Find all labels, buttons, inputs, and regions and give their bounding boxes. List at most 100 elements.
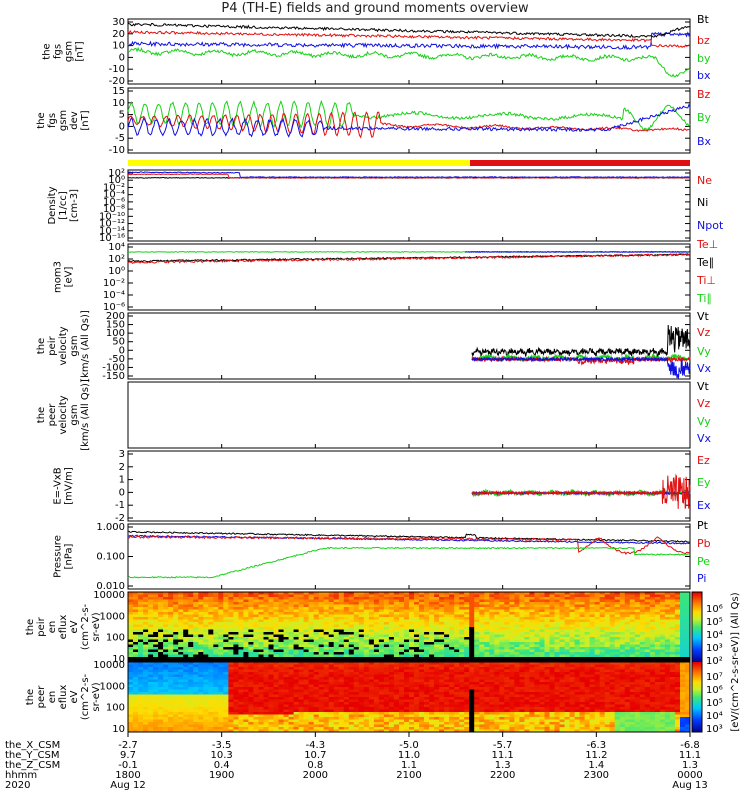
spec-cell [138, 699, 144, 703]
spec-cell [444, 602, 450, 605]
spec-cell [218, 629, 224, 633]
spec-cell [238, 592, 244, 595]
y-tick-label: 10⁴ [108, 242, 125, 253]
spec-cell [168, 652, 174, 655]
spec-cell [263, 664, 269, 668]
y-tick-label: 50 [112, 337, 125, 348]
spec-cell [629, 617, 636, 620]
spec-cell [128, 662, 134, 665]
spec-cell [198, 612, 204, 615]
spec-cell [479, 604, 485, 608]
spec-cell [163, 724, 169, 728]
spec-cell [243, 652, 249, 655]
spec-cell [263, 624, 269, 628]
spec-cell [514, 637, 520, 640]
spec-cell [223, 677, 229, 680]
spec-cell [263, 652, 269, 655]
spec-cell [223, 632, 229, 635]
spec-cell [193, 717, 199, 720]
spec-cell [348, 642, 355, 645]
spec-cell [228, 649, 234, 653]
spec-cell [278, 679, 284, 683]
spec-cell [138, 664, 144, 668]
series-te-perp [127, 253, 691, 265]
spec-cell [138, 634, 144, 638]
spec-cell [168, 704, 174, 708]
spec-cell [479, 637, 485, 640]
spec-cell [298, 629, 304, 633]
spec-cell [594, 649, 601, 653]
spec-cell [313, 672, 320, 675]
spec-cell [138, 624, 144, 628]
spec-cell [358, 727, 365, 730]
spec-cell [604, 654, 611, 658]
spec-cell [153, 604, 159, 608]
spec-cell [609, 639, 616, 643]
spec-cell [323, 724, 330, 728]
spec-cell [238, 722, 244, 725]
spec-cell [313, 607, 320, 610]
spec-cell [298, 602, 304, 605]
spec-cell [634, 649, 641, 653]
y-axis-label: velocity [58, 395, 69, 434]
spec-cell [479, 654, 485, 658]
spec-cell [373, 719, 380, 723]
spec-cell [318, 672, 325, 675]
spec-cell [579, 634, 585, 638]
spec-cell [388, 672, 395, 675]
spec-cell [198, 677, 204, 680]
spec-cell [439, 604, 445, 608]
spec-cell [574, 624, 580, 628]
spec-cell [373, 637, 380, 640]
spec-cell [263, 727, 269, 730]
spec-cell [228, 707, 234, 710]
series-bx [127, 31, 691, 51]
spec-cell [213, 707, 219, 710]
spec-cell [158, 692, 164, 695]
spec-cell [173, 707, 179, 710]
spec-cell [268, 637, 274, 640]
spec-cell [168, 729, 174, 733]
spec-cell [378, 682, 385, 685]
spec-cell [484, 659, 490, 663]
spec-cell [388, 637, 395, 640]
spec-cell [128, 694, 134, 698]
spec-cell [178, 687, 184, 690]
spec-cell [253, 674, 259, 678]
spec-cell [353, 594, 360, 598]
spec-cell [664, 602, 671, 605]
spec-cell [158, 719, 164, 723]
spec-cell [464, 634, 470, 638]
spec-cell [273, 609, 279, 613]
spec-cell [685, 657, 691, 660]
spec-cell [213, 727, 219, 730]
spec-cell [303, 692, 309, 695]
spec-cell [163, 627, 169, 630]
spec-cell [238, 694, 244, 698]
spec-cell [143, 619, 149, 623]
spec-cell [589, 604, 595, 608]
spec-cell [208, 629, 214, 633]
spec-cell [489, 624, 495, 628]
spec-cell [248, 654, 254, 658]
spec-cell [348, 684, 355, 688]
spec-cell [308, 659, 314, 663]
spec-cell [193, 669, 199, 673]
y-tick-label: 10⁻⁸ [103, 204, 125, 215]
spec-cell [343, 612, 350, 615]
spec-cell [163, 662, 169, 665]
spec-cell [619, 657, 626, 660]
spec-cell [203, 712, 209, 715]
y-axis-label: gsm [58, 110, 69, 131]
spec-cell [338, 712, 345, 715]
spec-cell [464, 607, 470, 610]
spec-cell [253, 634, 259, 638]
spec-cell [363, 662, 370, 665]
spec-cell [574, 619, 580, 623]
spec-cell [273, 724, 279, 728]
spec-cell [148, 599, 154, 603]
spec-cell [579, 652, 585, 655]
spec-cell [368, 702, 375, 705]
spec-cell [459, 629, 465, 633]
spec-cell [173, 592, 179, 595]
